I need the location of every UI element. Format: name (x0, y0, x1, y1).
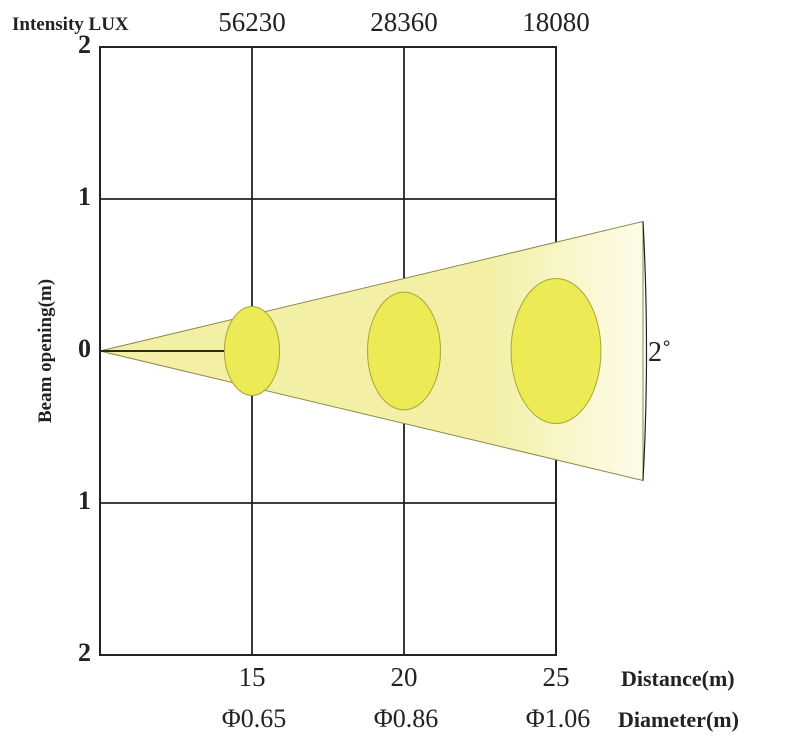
intensity-label: Intensity LUX (12, 14, 129, 35)
beam-angle-label: 2˚ (648, 337, 671, 368)
x-tick-label: 15 (239, 662, 266, 692)
beam-spot (367, 291, 441, 411)
beam-angle-bracket (642, 221, 648, 481)
intensity-value: 28360 (370, 7, 438, 37)
x-axis-label: Distance(m) (621, 666, 735, 691)
diameter-value: Φ0.65 (222, 704, 287, 733)
x-tick-label: 20 (391, 662, 418, 692)
diameter-label: Diameter(m) (618, 707, 739, 732)
intensity-value: 18080 (522, 7, 590, 37)
beam-spot (510, 277, 602, 425)
y-tick-label: 2 (78, 30, 91, 59)
y-tick-label: 2 (78, 638, 91, 667)
intensity-value: 56230 (218, 7, 286, 37)
y-tick-label: 0 (78, 334, 91, 363)
beam (99, 220, 648, 482)
y-tick-label: 1 (78, 182, 91, 211)
diameter-value: Φ0.86 (374, 704, 439, 733)
x-tick-label: 25 (543, 662, 570, 692)
diameter-value: Φ1.06 (526, 704, 591, 733)
y-tick-label: 1 (78, 486, 91, 515)
labels: Intensity LUX 56230 28360 18080 2 1 0 1 2 Beam op… (12, 7, 739, 733)
y-axis-label: Beam opening(m) (35, 279, 56, 423)
beam-spot (223, 306, 281, 396)
